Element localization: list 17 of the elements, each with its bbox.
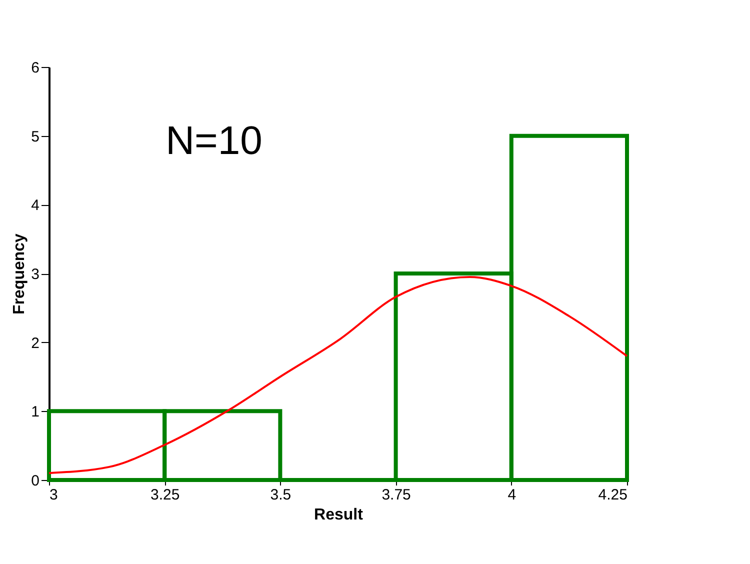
y-tick-label: 2 bbox=[31, 334, 40, 352]
y-tick-label: 0 bbox=[31, 472, 40, 490]
y-axis-title: Frequency bbox=[11, 233, 28, 314]
x-axis-title: Result bbox=[314, 506, 364, 524]
x-tick-label: 3.75 bbox=[382, 486, 411, 504]
y-tick-label: 6 bbox=[31, 60, 40, 76]
y-tick-label: 1 bbox=[31, 404, 40, 421]
line-series bbox=[48, 276, 628, 474]
y-tick-label: 3 bbox=[31, 266, 40, 283]
y-tick-label: 4 bbox=[31, 197, 40, 214]
x-tick-label: 3.5 bbox=[270, 486, 292, 504]
x-tick-label: 3 bbox=[50, 486, 58, 504]
x-tick-label: 3.25 bbox=[150, 486, 180, 504]
y-tick-label: 5 bbox=[31, 128, 40, 146]
x-tick-label: 4 bbox=[508, 486, 516, 504]
annotation: N=10 bbox=[166, 119, 262, 163]
x-tick-label: 4.25 bbox=[598, 486, 628, 504]
